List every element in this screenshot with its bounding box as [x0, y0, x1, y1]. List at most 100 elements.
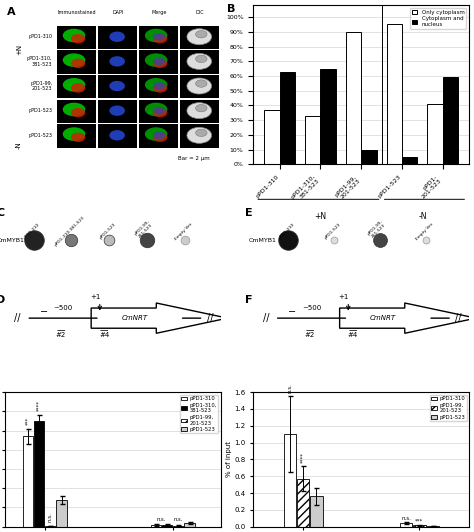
Text: pPD1-310,381-523: pPD1-310,381-523: [54, 215, 86, 247]
Bar: [305, 116, 320, 164]
Bar: [98, 124, 137, 148]
Bar: [264, 110, 280, 164]
Text: F: F: [245, 295, 252, 305]
Bar: [402, 157, 418, 164]
Bar: [56, 99, 96, 123]
Bar: [98, 75, 137, 98]
Text: B: B: [227, 4, 236, 14]
Text: #2: #2: [304, 332, 315, 338]
Point: [30, 236, 37, 245]
Ellipse shape: [109, 81, 125, 91]
Text: CmMYB1: CmMYB1: [249, 238, 277, 243]
Ellipse shape: [196, 30, 207, 38]
Bar: [98, 26, 137, 49]
Ellipse shape: [196, 129, 207, 137]
Point: [181, 236, 189, 245]
Bar: [361, 149, 377, 164]
Ellipse shape: [145, 103, 167, 116]
Ellipse shape: [145, 29, 167, 42]
Point: [105, 236, 113, 245]
Text: Merge: Merge: [152, 10, 167, 15]
Bar: [180, 26, 219, 49]
Bar: [56, 26, 96, 49]
Ellipse shape: [145, 78, 167, 92]
Text: pPD1-99,
201-523: pPD1-99, 201-523: [367, 220, 387, 240]
Bar: [386, 24, 402, 164]
Bar: [280, 72, 295, 164]
Text: pPD1-310,
381-523: pPD1-310, 381-523: [27, 56, 52, 67]
Text: -N: -N: [418, 212, 427, 221]
Ellipse shape: [109, 130, 125, 140]
Bar: [427, 526, 439, 527]
Bar: [283, 434, 296, 527]
Text: Empty Vec: Empty Vec: [415, 222, 434, 241]
Ellipse shape: [71, 108, 85, 118]
Bar: [98, 99, 137, 123]
Text: //: //: [14, 313, 21, 323]
Text: —: —: [305, 327, 314, 335]
Bar: [180, 51, 219, 74]
Text: ****: ****: [301, 452, 306, 463]
Text: //: //: [263, 313, 269, 323]
Text: #4: #4: [347, 332, 358, 338]
Text: pPD1-310: pPD1-310: [23, 222, 41, 240]
Bar: [320, 69, 336, 164]
Bar: [139, 124, 178, 148]
Bar: [180, 75, 219, 98]
Bar: [413, 526, 426, 527]
Text: ~500: ~500: [302, 305, 321, 311]
Point: [143, 236, 151, 245]
Ellipse shape: [63, 103, 85, 116]
Text: pPD1-523: pPD1-523: [99, 222, 117, 240]
Ellipse shape: [153, 33, 165, 40]
Bar: [151, 525, 161, 527]
Ellipse shape: [71, 132, 85, 142]
Y-axis label: % of input: % of input: [226, 442, 231, 477]
Bar: [346, 32, 361, 164]
Ellipse shape: [153, 34, 167, 44]
Ellipse shape: [153, 131, 165, 139]
FancyBboxPatch shape: [340, 303, 474, 333]
Text: Immunostained: Immunostained: [58, 10, 96, 15]
Text: −: −: [39, 307, 48, 317]
Point: [284, 236, 292, 245]
Ellipse shape: [109, 105, 125, 116]
Bar: [56, 500, 67, 527]
Ellipse shape: [145, 53, 167, 67]
Ellipse shape: [153, 84, 167, 93]
Text: pPD1-310: pPD1-310: [277, 222, 295, 240]
Ellipse shape: [196, 104, 207, 112]
Ellipse shape: [153, 107, 165, 114]
Point: [422, 236, 430, 245]
Text: ~500: ~500: [54, 305, 73, 311]
Ellipse shape: [71, 59, 85, 68]
Text: //: //: [207, 313, 213, 323]
Bar: [180, 124, 219, 148]
Bar: [56, 124, 96, 148]
Ellipse shape: [109, 31, 125, 42]
Text: #2: #2: [56, 332, 66, 338]
Bar: [56, 75, 96, 98]
Ellipse shape: [196, 80, 207, 87]
Text: #4: #4: [99, 332, 109, 338]
Text: DIC: DIC: [196, 10, 205, 15]
Ellipse shape: [187, 127, 211, 143]
Text: pPD1-523: pPD1-523: [28, 133, 52, 138]
Ellipse shape: [187, 78, 211, 94]
Legend: pPD1-310, pPD1-99,
201-523, pPD1-523: pPD1-310, pPD1-99, 201-523, pPD1-523: [430, 395, 466, 421]
Ellipse shape: [71, 34, 85, 44]
Text: C: C: [0, 208, 4, 218]
Text: //: //: [455, 313, 462, 323]
Ellipse shape: [71, 84, 85, 93]
Text: +1: +1: [339, 294, 349, 300]
Bar: [45, 526, 55, 527]
Text: pPD1-99,
201-523: pPD1-99, 201-523: [30, 81, 52, 92]
Text: Empty Vec: Empty Vec: [174, 222, 193, 241]
Ellipse shape: [153, 132, 167, 142]
Bar: [23, 436, 33, 527]
Ellipse shape: [153, 59, 167, 68]
Text: ****: ****: [36, 401, 42, 411]
Text: pPD1-523: pPD1-523: [323, 222, 341, 240]
Text: A: A: [7, 7, 16, 17]
Text: ***: ***: [26, 417, 30, 425]
